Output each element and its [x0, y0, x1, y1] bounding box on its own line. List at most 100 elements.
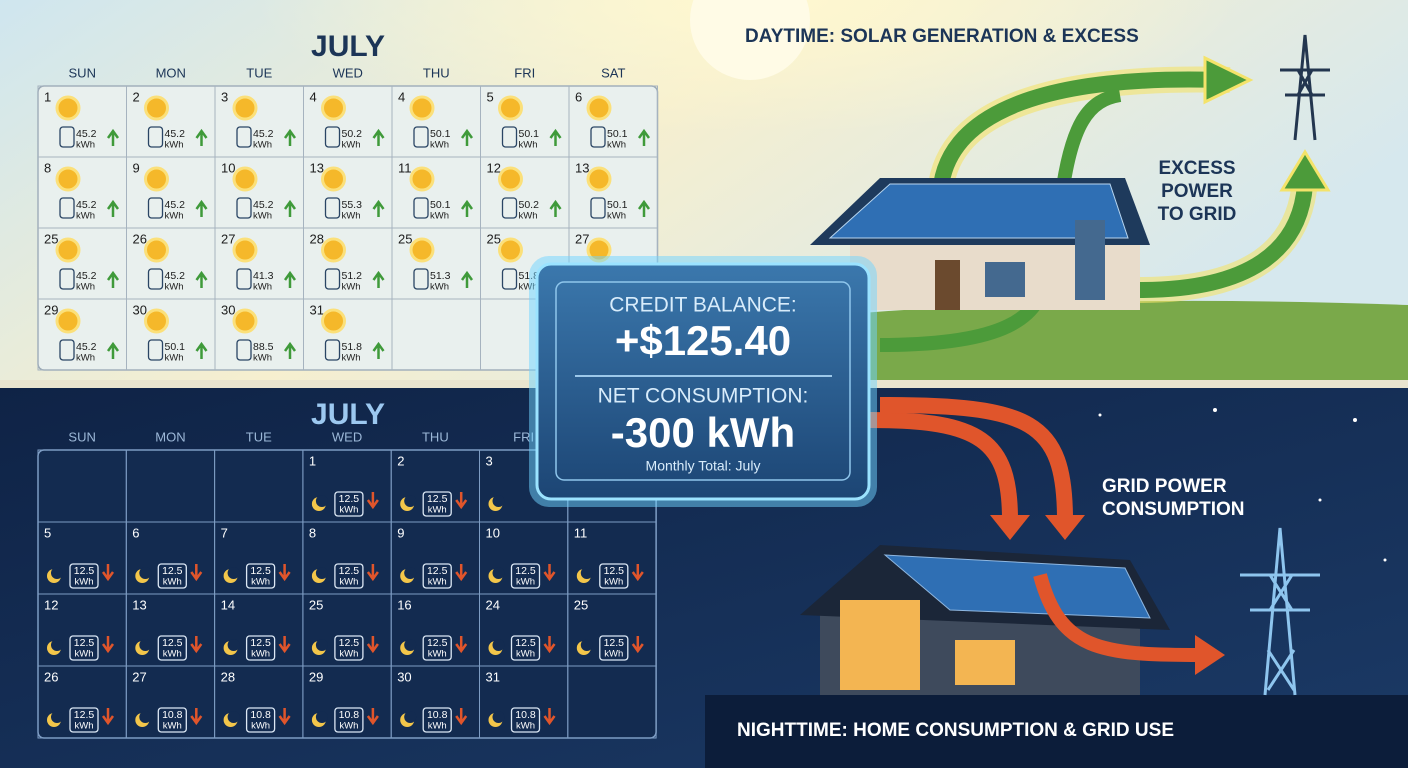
cell-unit: kWh — [75, 721, 94, 732]
excess-label: TO GRID — [1158, 204, 1237, 225]
down-arrow — [543, 708, 556, 726]
cell-unit: kWh — [519, 211, 538, 222]
up-arrow — [283, 199, 297, 217]
house-window — [1075, 220, 1105, 300]
cell-unit: kWh — [428, 721, 447, 732]
day-number: 26 — [133, 231, 147, 246]
meter-icon — [147, 268, 164, 290]
cell-unit: kWh — [516, 649, 535, 660]
sun-icon — [409, 237, 435, 263]
panel — [535, 262, 871, 501]
day-number: 5 — [487, 89, 494, 104]
cell-unit: kWh — [165, 282, 184, 293]
cell-value: 10.8 — [339, 709, 360, 721]
weekday: WED — [332, 429, 362, 444]
day-number: 13 — [575, 160, 589, 175]
day-number: 1 — [309, 453, 316, 468]
stars — [1098, 408, 1387, 562]
day-number: 29 — [44, 302, 58, 317]
meter-icon — [236, 197, 252, 219]
meter-icon — [501, 126, 518, 148]
cell-value: 50.2 — [519, 199, 540, 211]
sun-icon — [232, 237, 258, 263]
sun-icon — [144, 308, 169, 334]
meter-icon — [59, 339, 75, 361]
day-number: 31 — [310, 302, 324, 317]
cell-unit: kWh — [76, 211, 95, 222]
moon-cut — [227, 711, 240, 723]
cell-value: 12.5 — [427, 637, 448, 649]
cell-unit: kWh — [253, 282, 272, 293]
house-door — [935, 260, 960, 310]
cell-value: 45.2 — [76, 341, 97, 353]
sun-icon — [321, 308, 346, 334]
house-window — [840, 600, 920, 690]
day-number: 25 — [398, 231, 412, 246]
day-number: 1 — [44, 89, 51, 104]
day-number: 26 — [44, 669, 58, 684]
weekday: FRI — [514, 65, 535, 80]
moon-cut — [580, 639, 593, 651]
meter-icon — [590, 197, 606, 219]
meter-icon — [157, 635, 187, 661]
up-arrow — [372, 270, 385, 288]
cell-unit: kWh — [430, 282, 449, 293]
meter-icon — [334, 635, 364, 661]
day-number: 4 — [398, 89, 405, 104]
down-arrow — [366, 636, 379, 654]
cell-unit: kWh — [75, 577, 94, 588]
cell-value: 45.2 — [76, 199, 97, 211]
meter-icon — [501, 197, 518, 219]
sun-icon — [409, 166, 435, 192]
grid-label: GRID POWER — [1102, 476, 1227, 497]
sun-icon — [55, 95, 81, 121]
weekday: MON — [156, 65, 186, 80]
up-arrow — [195, 199, 208, 217]
meter-icon — [413, 126, 429, 148]
up-arrow — [195, 341, 208, 359]
down-arrow — [366, 708, 379, 726]
meter-icon — [422, 635, 452, 661]
cell-unit: kWh — [516, 577, 535, 588]
arrowhead — [1279, 149, 1331, 192]
cell-unit: kWh — [76, 353, 95, 364]
excess-label: EXCESS — [1158, 158, 1235, 179]
cell-value: 45.2 — [165, 199, 186, 211]
credit-value: +$125.40 — [615, 317, 791, 364]
calendars: SUN MON TUE WED THU FRI SAT145.2kWh245.2kWh345… — [37, 65, 659, 739]
cell-value: 12.5 — [74, 709, 95, 721]
meter-icon — [157, 707, 187, 733]
cell-value: 50.2 — [342, 128, 363, 140]
meter-icon — [413, 197, 429, 219]
meter-icon — [69, 635, 99, 661]
star — [1213, 408, 1217, 412]
cell-value: 10.8 — [250, 709, 271, 721]
day-number: 3 — [221, 89, 228, 104]
day-number: 29 — [309, 669, 323, 684]
cell-unit: kWh — [516, 721, 535, 732]
down-arrow — [455, 636, 468, 654]
day-illustration — [810, 34, 1331, 352]
day-number: 24 — [486, 597, 500, 612]
day-number: 4 — [310, 89, 317, 104]
net-value: -300 kWh — [611, 409, 795, 456]
sun-icon — [232, 95, 258, 121]
day-number: 10 — [221, 160, 235, 175]
moon-cut — [51, 711, 63, 723]
arrowhead — [1195, 635, 1225, 675]
moon-cut — [315, 711, 328, 723]
up-arrow — [372, 199, 385, 217]
weekday: THU — [422, 429, 449, 444]
meter-icon — [422, 491, 452, 517]
cell-value: 12.5 — [250, 637, 271, 649]
day-number: 28 — [221, 669, 235, 684]
moon-cut — [404, 639, 417, 651]
daytime-label: DAYTIME: SOLAR GENERATION & EXCESS — [745, 26, 1139, 47]
up-arrow — [549, 128, 562, 146]
cell-unit: kWh — [430, 211, 449, 222]
moon-cut — [315, 567, 328, 579]
weekday: SAT — [601, 65, 625, 80]
day-number: 30 — [133, 302, 147, 317]
day-number: 8 — [309, 525, 316, 540]
cell-unit: kWh — [607, 140, 626, 151]
